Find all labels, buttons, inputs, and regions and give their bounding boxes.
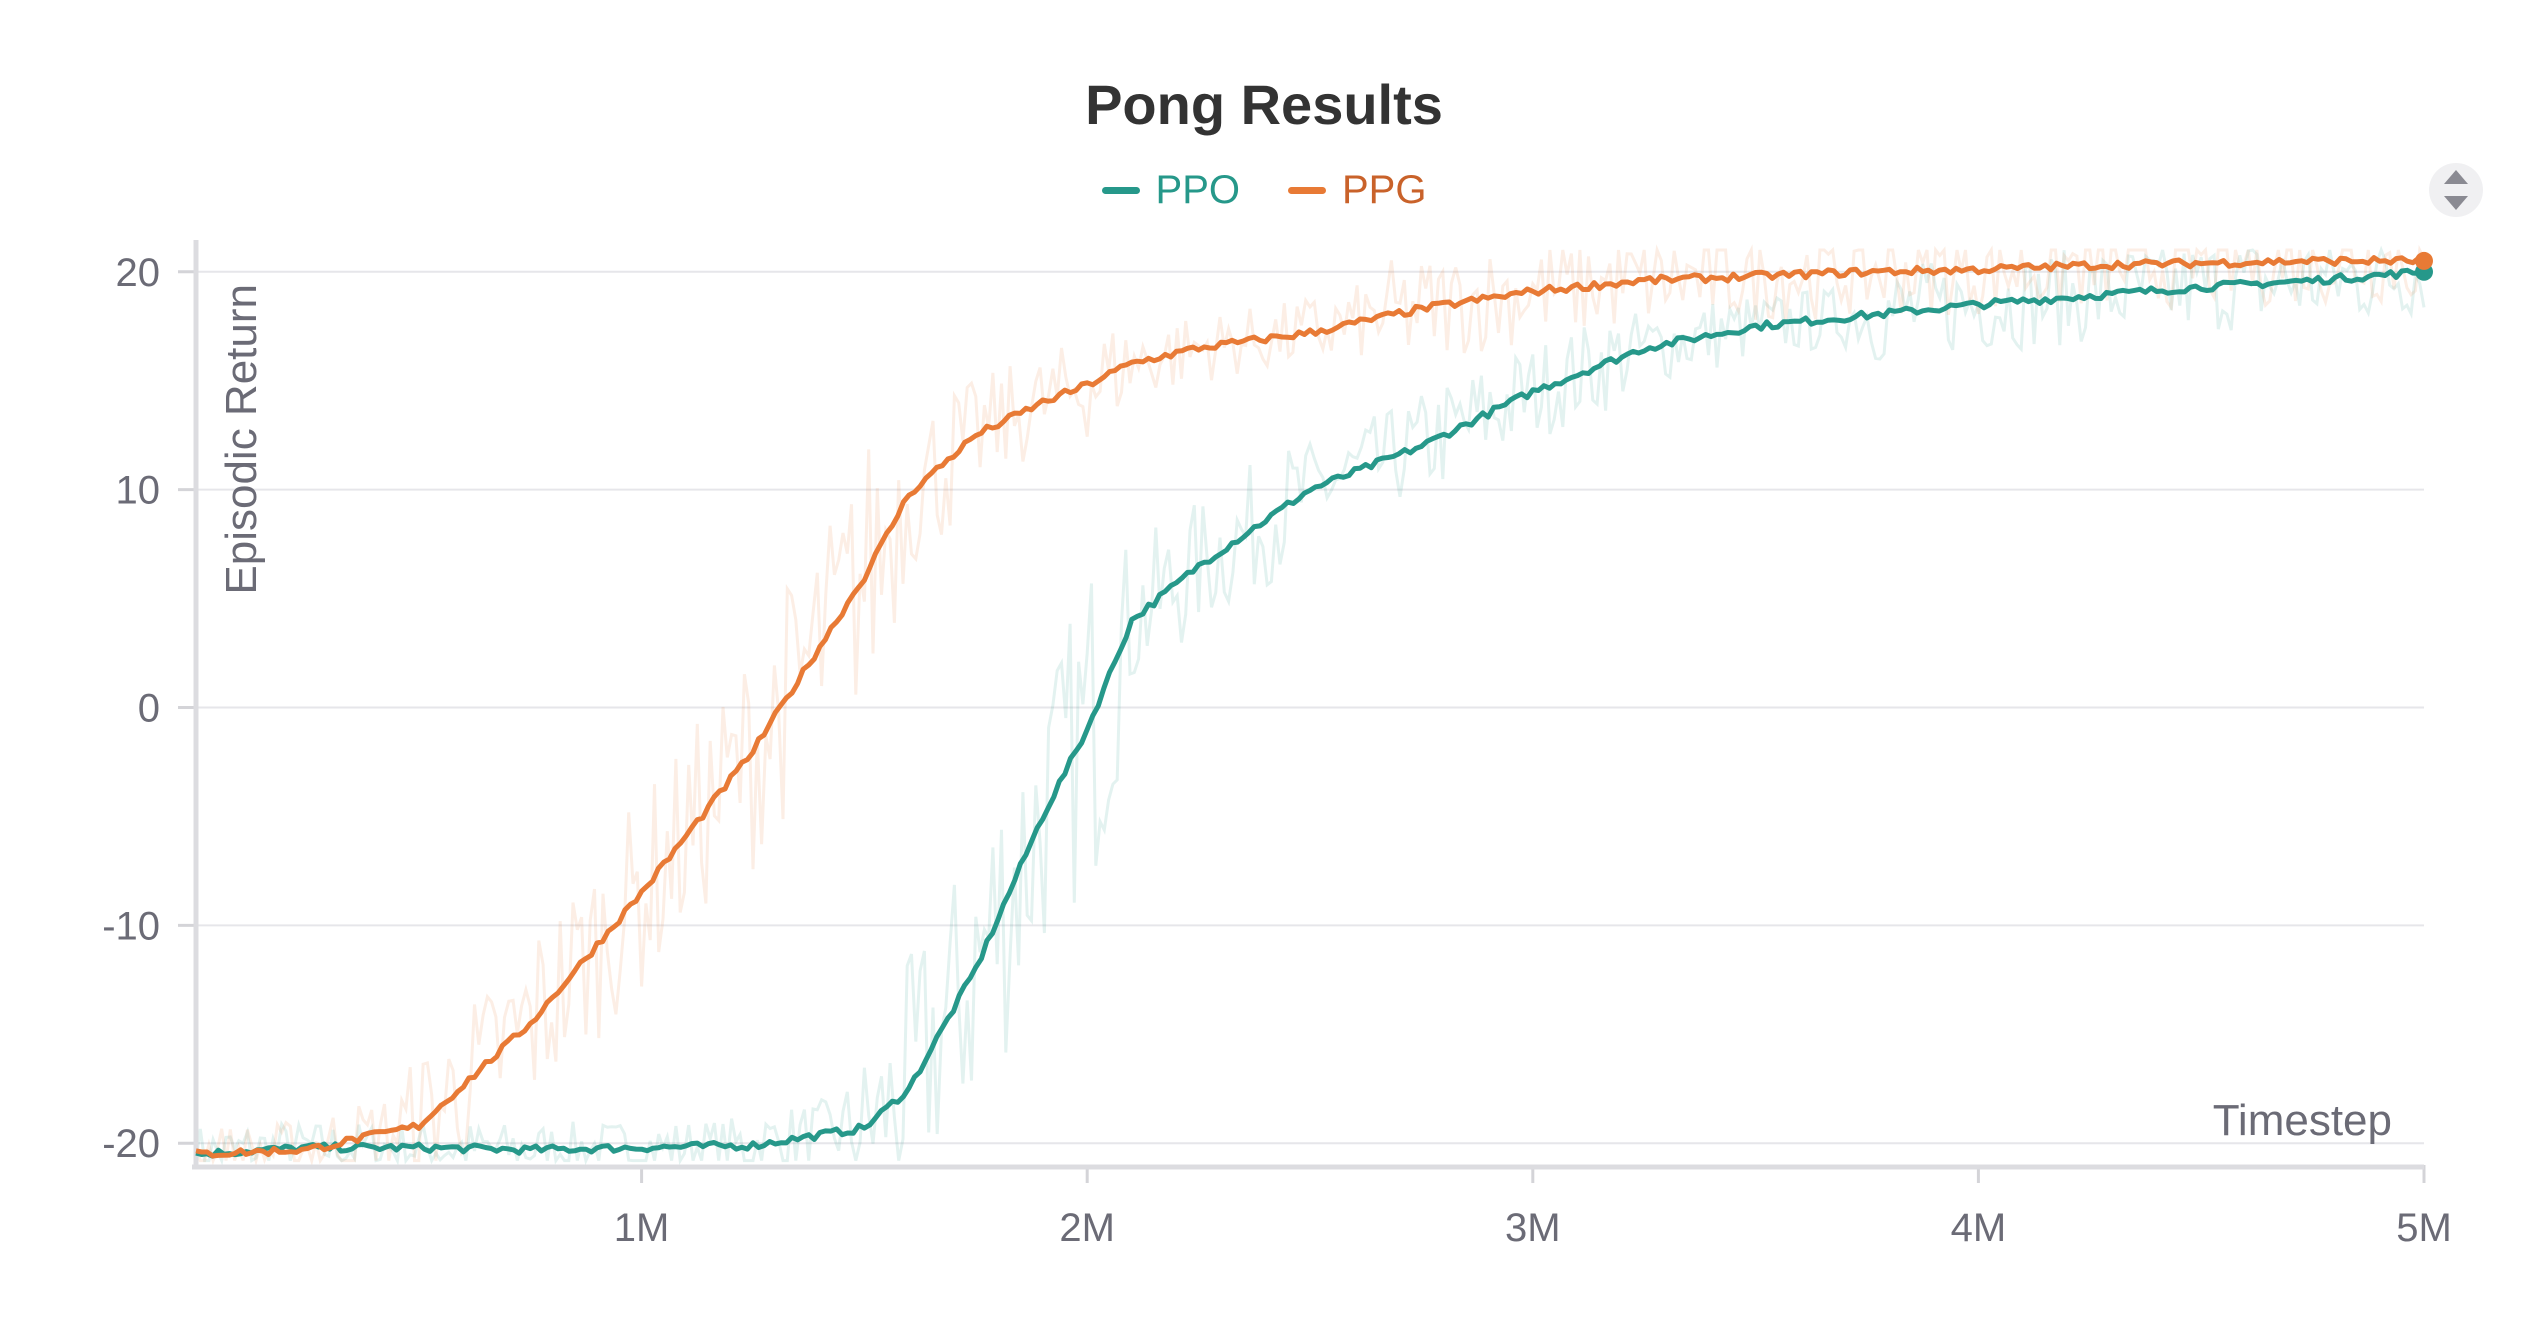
y-axis-title: Episodic Return [217, 284, 266, 595]
legend-label-ppo: PPO [1155, 168, 1240, 212]
tick-labels: -20 -10 0 10 20 1M 2M 3M 4M 5M Timestep Episodic Re… [102, 251, 2452, 1250]
series-line-ppg [195, 255, 2426, 1159]
y-tick-label: 0 [138, 687, 160, 731]
y-tick-label: 10 [116, 469, 161, 513]
x-axis-title: Timestep [2213, 1096, 2392, 1145]
x-tick-label: 5M [2396, 1206, 2452, 1250]
data-point-ppg [2415, 251, 2433, 270]
series-line-ppo [195, 267, 2425, 1159]
axes [178, 240, 2426, 1183]
sort-arrows-icon[interactable] [2428, 162, 2484, 218]
legend-item-ppg[interactable]: PPG [1288, 168, 1426, 213]
y-tick-label: -10 [102, 904, 160, 948]
x-tick-label: 4M [1951, 1206, 2007, 1250]
series-lines [195, 251, 2433, 1159]
chart-title: Pong Results [1085, 73, 1443, 136]
legend-label-ppg: PPG [1342, 168, 1427, 212]
legend-item-ppo[interactable]: PPO [1101, 168, 1240, 213]
raw-line-ppg [194, 244, 2426, 1167]
y-tick-label: 20 [116, 251, 161, 295]
raw-line-ppo [194, 245, 2426, 1166]
x-tick-label: 3M [1505, 1206, 1561, 1250]
legend-swatch-ppg [1288, 187, 1326, 194]
x-tick-label: 1M [614, 1206, 670, 1250]
x-tick-label: 2M [1059, 1206, 1115, 1250]
grid-lines [196, 270, 2424, 1145]
chart-legend: PPO PPG [0, 168, 2528, 213]
raw-noise-layer [194, 244, 2426, 1167]
y-tick-label: -20 [102, 1122, 160, 1166]
legend-swatch-ppo [1101, 187, 1140, 194]
